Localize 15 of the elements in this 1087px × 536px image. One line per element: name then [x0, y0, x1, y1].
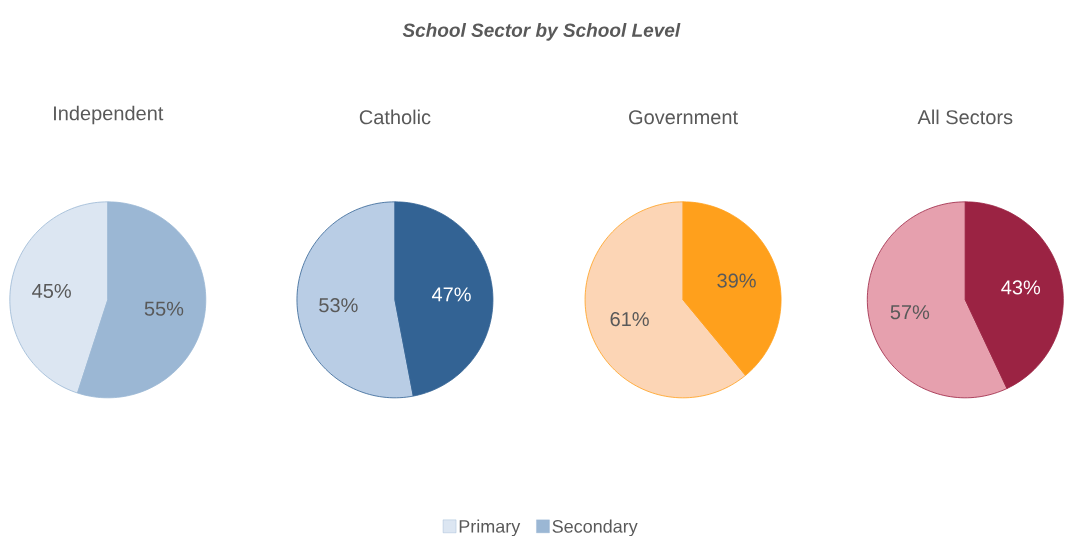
data-label: 39%: [717, 273, 756, 288]
data-label: 45%: [32, 283, 71, 298]
data-label: 47%: [431, 287, 471, 302]
text: School Sector by School Level: [402, 22, 681, 41]
legend-label: Primary: [459, 519, 521, 536]
legend-label: Secondary: [552, 519, 638, 536]
chart-title: Independent: [54, 105, 164, 125]
data-label: 61%: [610, 312, 649, 327]
data-label: 53%: [319, 298, 358, 313]
data-label: 43%: [1001, 280, 1041, 295]
chart-title: Government: [629, 110, 738, 125]
chart-title: All Sectors: [917, 109, 1013, 125]
chart-title: Catholic: [359, 109, 431, 125]
data-label: 55%: [144, 301, 184, 316]
data-label: 57%: [890, 305, 930, 320]
